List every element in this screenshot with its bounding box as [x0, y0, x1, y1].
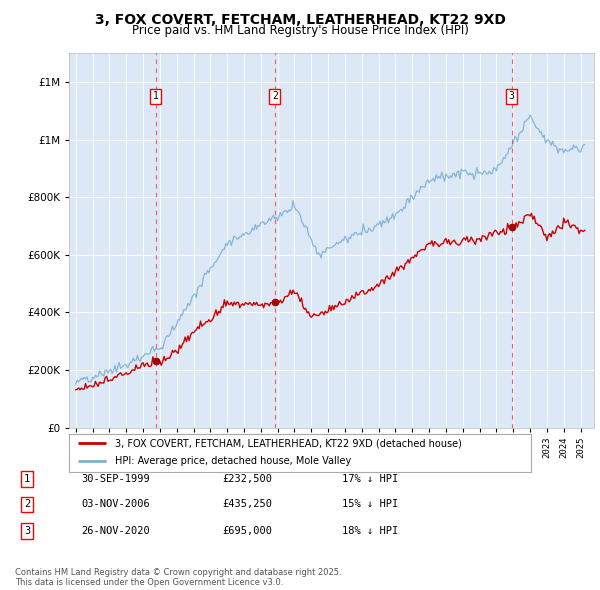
- Text: Contains HM Land Registry data © Crown copyright and database right 2025.
This d: Contains HM Land Registry data © Crown c…: [15, 568, 341, 587]
- Text: 3: 3: [24, 526, 30, 536]
- Text: Price paid vs. HM Land Registry's House Price Index (HPI): Price paid vs. HM Land Registry's House …: [131, 24, 469, 37]
- Text: HPI: Average price, detached house, Mole Valley: HPI: Average price, detached house, Mole…: [115, 456, 352, 466]
- Text: 3, FOX COVERT, FETCHAM, LEATHERHEAD, KT22 9XD (detached house): 3, FOX COVERT, FETCHAM, LEATHERHEAD, KT2…: [115, 438, 462, 448]
- Text: £695,000: £695,000: [222, 526, 272, 536]
- Text: 30-SEP-1999: 30-SEP-1999: [81, 474, 150, 484]
- Text: 3, FOX COVERT, FETCHAM, LEATHERHEAD, KT22 9XD: 3, FOX COVERT, FETCHAM, LEATHERHEAD, KT2…: [95, 13, 505, 27]
- Text: 15% ↓ HPI: 15% ↓ HPI: [342, 500, 398, 509]
- Text: 3: 3: [509, 91, 514, 101]
- Text: 18% ↓ HPI: 18% ↓ HPI: [342, 526, 398, 536]
- Text: 2: 2: [272, 91, 278, 101]
- Text: 03-NOV-2006: 03-NOV-2006: [81, 500, 150, 509]
- Text: £232,500: £232,500: [222, 474, 272, 484]
- Text: 1: 1: [24, 474, 30, 484]
- Text: £435,250: £435,250: [222, 500, 272, 509]
- Text: 1: 1: [153, 91, 158, 101]
- Text: 2: 2: [24, 500, 30, 509]
- Text: 17% ↓ HPI: 17% ↓ HPI: [342, 474, 398, 484]
- Text: 26-NOV-2020: 26-NOV-2020: [81, 526, 150, 536]
